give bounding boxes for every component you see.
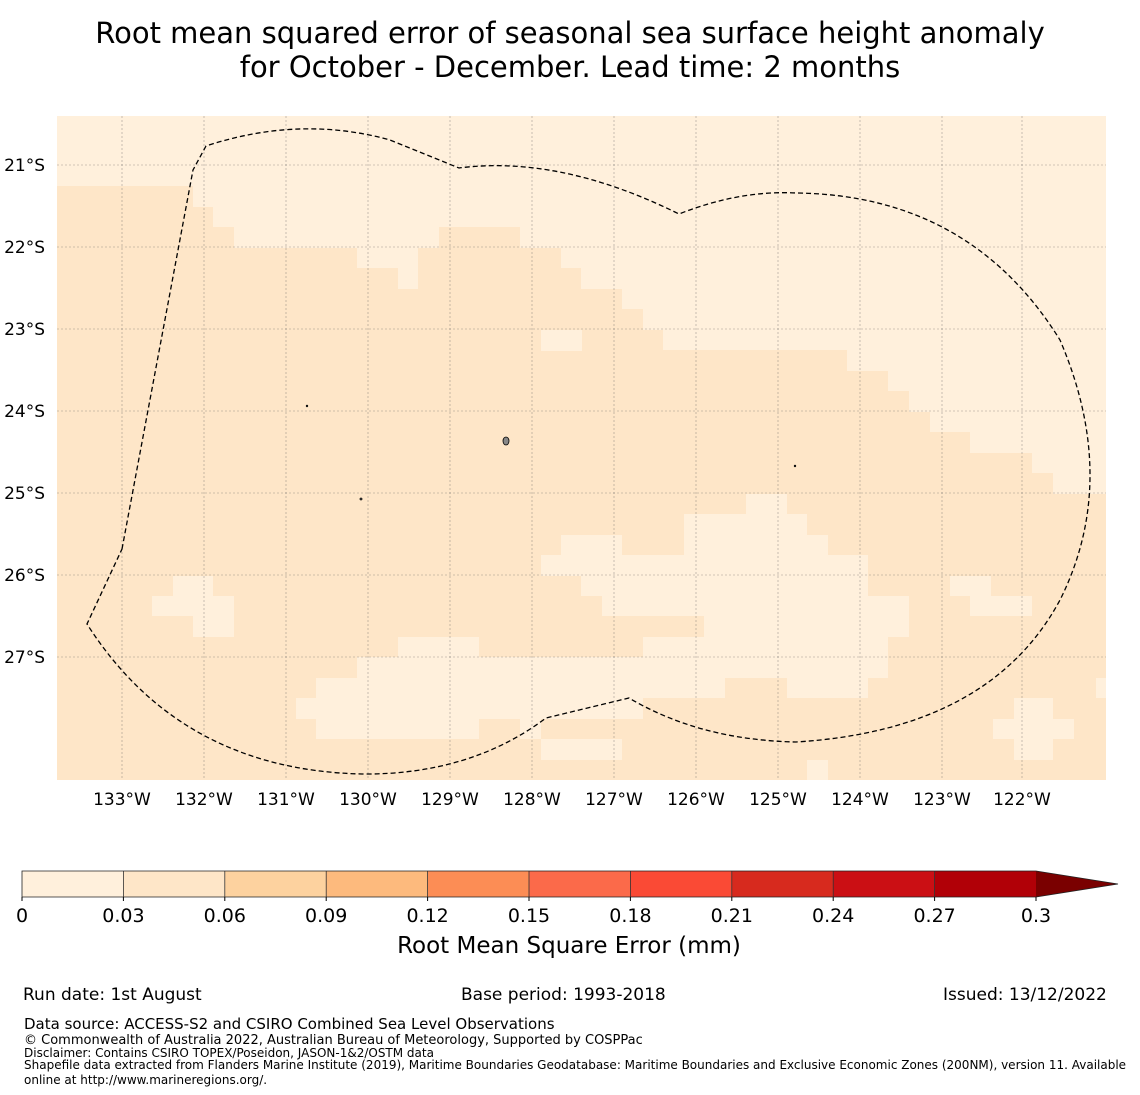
lon-label-127w: 127°W (585, 790, 643, 810)
colorbar-segment (22, 871, 124, 897)
light-patch-g (807, 760, 828, 780)
colorbar-outline (21, 870, 1119, 898)
lon-label-123w: 123°W (913, 790, 971, 810)
colorbar-segment (731, 871, 834, 897)
colorbar-label: Root Mean Square Error (mm) (397, 933, 741, 959)
colorbar-segment (630, 871, 733, 897)
colorbar-segment (529, 871, 631, 897)
lon-label-130w: 130°W (339, 790, 397, 810)
lon-tick-labels: 133°W 132°W 131°W 130°W 129°W 128°W 127°… (93, 790, 1051, 810)
island-ducie (793, 464, 797, 468)
shapefile-credit-line-1: Shapefile data extracted from Flanders M… (24, 1058, 1127, 1072)
colorbar-tick-label: 0.21 (711, 905, 753, 927)
lat-label-24s: 24°S (4, 402, 45, 422)
lat-label-25s: 25°S (4, 484, 45, 504)
light-patch-d (950, 576, 1032, 616)
lon-label-126w: 126°W (667, 790, 725, 810)
run-date: Run date: 1st August (23, 985, 202, 1005)
colorbar-tick-label: 0.03 (102, 905, 144, 927)
colorbar-tick-label: 0.15 (508, 905, 550, 927)
data-source: Data source: ACCESS-S2 and CSIRO Combine… (24, 1015, 555, 1033)
colorbar-extend-arrow (1036, 871, 1118, 897)
lon-label-132w: 132°W (175, 790, 233, 810)
lon-label-129w: 129°W (421, 790, 479, 810)
shapefile-credit-line-2: online at http://www.marineregions.org/. (24, 1073, 268, 1087)
disclaimer: Disclaimer: Contains CSIRO TOPEX/Poseido… (24, 1046, 434, 1060)
light-patch-c (152, 576, 234, 637)
lat-tick-labels: 21°S 22°S 23°S 24°S 25°S 26°S 27°S (4, 156, 45, 668)
lon-label-133w: 133°W (93, 790, 151, 810)
colorbar-tick-labels: 0 0.03 0.06 0.09 0.12 0.15 0.18 0.21 0.24 0.27 0.3 (16, 905, 1051, 927)
lat-label-27s: 27°S (4, 648, 45, 668)
light-patch-a (541, 330, 582, 351)
lat-label-26s: 26°S (4, 566, 45, 586)
colorbar-tick-label: 0.27 (913, 905, 955, 927)
light-patch-b (541, 494, 909, 698)
island-henderson (305, 404, 309, 408)
light-patch-e (296, 637, 684, 760)
lon-label-124w: 124°W (831, 790, 889, 810)
island-oeno (359, 497, 363, 501)
colorbar-tick-label: 0.24 (812, 905, 854, 927)
colorbar-tick-label: 0.3 (1021, 905, 1051, 927)
colorbar-segment (833, 871, 936, 897)
chart-title-line-1: Root mean squared error of seasonal sea … (95, 16, 1045, 50)
colorbar-segment (123, 871, 226, 897)
colorbar-tick-label: 0.18 (609, 905, 651, 927)
colorbar-segment (427, 871, 530, 897)
eez-boundary (86, 128, 1091, 775)
chart-title-line-2: for October - December. Lead time: 2 mon… (239, 50, 901, 84)
graticule (57, 116, 1106, 780)
colorbar-tick-label: 0.12 (406, 905, 448, 927)
colorbar-segment (224, 871, 327, 897)
lat-label-21s: 21°S (4, 156, 45, 176)
light-patch-f (993, 698, 1074, 760)
issued-date: Issued: 13/12/2022 (943, 985, 1107, 1005)
colorbar-segment (934, 871, 1037, 897)
lon-label-122w: 122°W (993, 790, 1051, 810)
lon-label-125w: 125°W (749, 790, 807, 810)
rmse-field-light-patches (152, 330, 1074, 780)
colorbar-tick-label: 0.06 (204, 905, 246, 927)
island-pitcairn (502, 436, 510, 446)
colorbar-tick-label: 0 (16, 905, 28, 927)
lat-label-22s: 22°S (4, 238, 45, 258)
islands (305, 404, 797, 501)
lon-label-131w: 131°W (257, 790, 315, 810)
colorbar-tick-label: 0.09 (305, 905, 347, 927)
colorbar (21, 870, 1119, 901)
copyright: © Commonwealth of Australia 2022, Austra… (24, 1033, 643, 1048)
base-period: Base period: 1993-2018 (461, 985, 666, 1005)
colorbar-segment (326, 871, 429, 897)
lat-label-23s: 23°S (4, 320, 45, 340)
lon-label-128w: 128°W (503, 790, 561, 810)
